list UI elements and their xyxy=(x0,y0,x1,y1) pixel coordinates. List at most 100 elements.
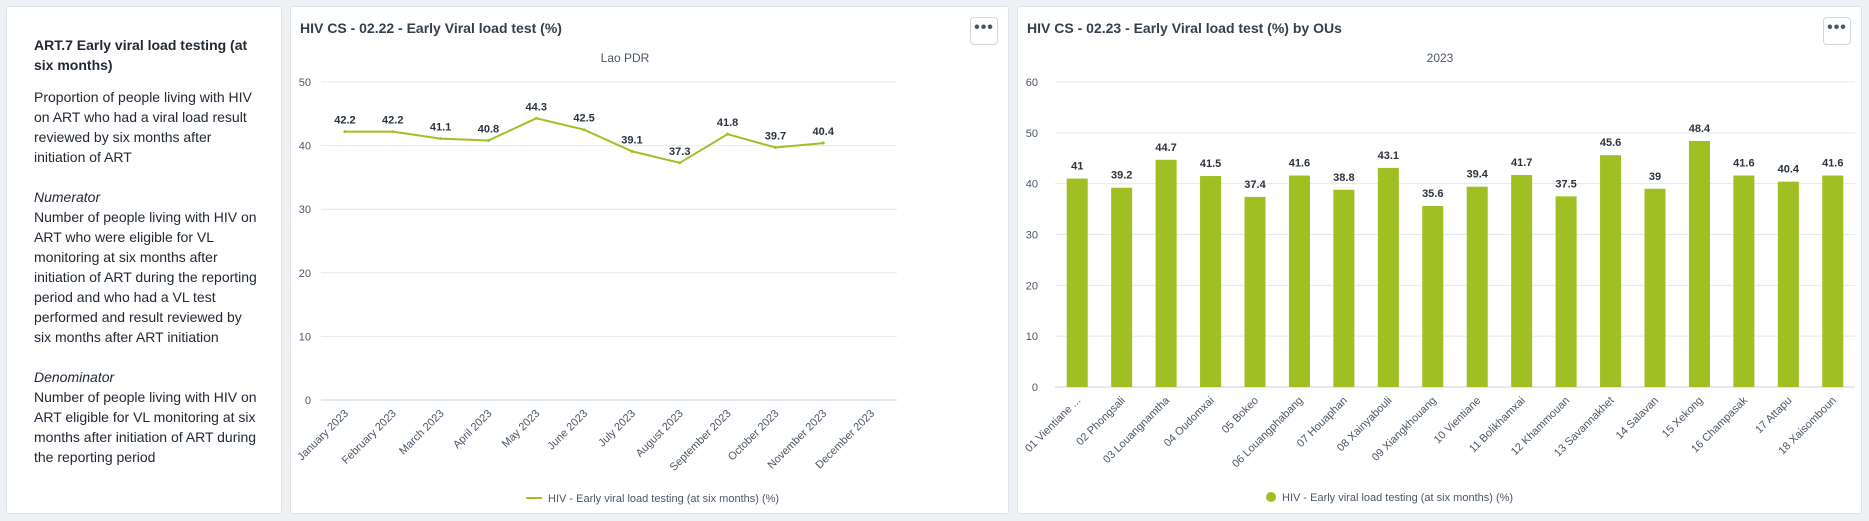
y-tick-label: 10 xyxy=(299,331,311,343)
x-tick-label: 05 Bokeo xyxy=(1220,395,1261,436)
chart-title: 2023 xyxy=(1427,51,1454,65)
x-tick-label: 14 Salavan xyxy=(1614,395,1661,442)
bar-chart: 2023 0 10 20 30 40 50 60 41 39.2 44.7 41.5 37.4 41.6 3… xyxy=(1023,51,1855,504)
y-tick-label: 0 xyxy=(305,395,311,407)
data-label: 48.4 xyxy=(1689,123,1711,135)
data-point xyxy=(486,139,490,143)
more-horizontal-icon: ••• xyxy=(974,19,994,36)
legend-label: HIV - Early viral load testing (at six m… xyxy=(548,493,779,505)
x-tick-label: June 2023 xyxy=(545,408,590,453)
bar xyxy=(1155,159,1177,387)
data-point xyxy=(534,116,538,120)
y-tick-label: 60 xyxy=(1026,77,1038,89)
data-label: 41.1 xyxy=(430,122,451,134)
legend-label: HIV - Early viral load testing (at six m… xyxy=(1282,492,1513,504)
data-label: 39.7 xyxy=(765,131,786,143)
data-label: 43.1 xyxy=(1378,150,1399,162)
data-label: 41.6 xyxy=(1822,158,1843,170)
series-line xyxy=(344,117,824,164)
bar xyxy=(1644,188,1666,387)
denominator-text: Number of people living with HIV on ART … xyxy=(34,389,257,465)
indicator-description: Proportion of people living with HIV on … xyxy=(34,89,252,165)
numerator-text: Number of people living with HIV on ART … xyxy=(34,209,257,345)
indicator-info-panel: ART.7 Early viral load testing (at six m… xyxy=(6,6,282,514)
data-label: 37.5 xyxy=(1555,178,1576,190)
bar xyxy=(1511,175,1533,387)
data-point xyxy=(773,146,777,150)
data-label: 40.4 xyxy=(1778,164,1800,176)
denominator-label: Denominator xyxy=(34,369,115,385)
x-tick-label: 15 Xekong xyxy=(1660,395,1706,441)
x-tick-label: May 2023 xyxy=(500,408,543,451)
data-label: 39.1 xyxy=(621,134,642,146)
bar xyxy=(1822,175,1844,387)
y-tick-label: 20 xyxy=(1026,280,1038,292)
data-label: 39.2 xyxy=(1111,170,1132,182)
x-tick-label: 17 Attapu xyxy=(1753,395,1794,436)
data-label: 38.8 xyxy=(1333,172,1354,184)
data-point xyxy=(821,141,825,145)
data-label: 44.3 xyxy=(526,101,547,113)
legend-swatch xyxy=(1266,492,1276,502)
x-tick-label: April 2023 xyxy=(451,408,495,452)
bar xyxy=(1288,175,1310,387)
data-label: 41.7 xyxy=(1511,157,1532,169)
data-point xyxy=(343,130,347,134)
data-label: 41.6 xyxy=(1289,158,1310,170)
y-tick-label: 40 xyxy=(1026,179,1038,191)
data-label: 35.6 xyxy=(1422,188,1443,200)
line-chart-panel-title: HIV CS - 02.22 - Early Viral load test (… xyxy=(300,20,562,36)
data-label: 40.4 xyxy=(813,126,835,138)
data-point xyxy=(391,130,395,134)
data-label: 44.7 xyxy=(1155,142,1176,154)
data-label: 40.8 xyxy=(478,124,499,136)
bar xyxy=(1466,186,1488,387)
data-label: 39.4 xyxy=(1467,169,1489,181)
chart-title: Lao PDR xyxy=(601,51,650,65)
bar xyxy=(1244,196,1266,387)
y-tick-label: 40 xyxy=(299,141,311,153)
bar xyxy=(1111,187,1133,387)
numerator-section: Numerator Number of people living with H… xyxy=(34,187,257,347)
data-label: 41.8 xyxy=(717,117,738,129)
data-point xyxy=(439,137,443,141)
y-tick-label: 30 xyxy=(1026,230,1038,242)
y-tick-label: 20 xyxy=(299,268,311,280)
data-point xyxy=(678,161,682,165)
numerator-label: Numerator xyxy=(34,189,101,205)
bar xyxy=(1733,175,1755,387)
y-tick-label: 0 xyxy=(1032,382,1038,394)
y-tick-label: 50 xyxy=(299,77,311,89)
data-label: 41 xyxy=(1071,161,1083,173)
x-tick-label: August 2023 xyxy=(634,408,686,460)
data-point xyxy=(582,128,586,132)
data-label: 37.3 xyxy=(669,146,690,158)
bar-chart-panel: HIV CS - 02.23 - Early Viral load test (… xyxy=(1017,6,1862,514)
data-label: 42.2 xyxy=(382,115,403,127)
bar-chart-menu-button[interactable]: ••• xyxy=(1823,17,1851,45)
y-tick-label: 10 xyxy=(1026,331,1038,343)
bar xyxy=(1066,178,1088,387)
x-tick-label: July 2023 xyxy=(596,408,638,450)
data-point xyxy=(630,149,634,153)
data-label: 39 xyxy=(1649,171,1661,183)
line-chart-menu-button[interactable]: ••• xyxy=(970,17,998,45)
x-tick-label: 01 Vientiane ... xyxy=(1023,395,1083,455)
bar xyxy=(1422,206,1444,387)
bar xyxy=(1777,181,1799,387)
bar xyxy=(1688,140,1710,387)
bar-chart-panel-title: HIV CS - 02.23 - Early Viral load test (… xyxy=(1027,20,1342,36)
data-label: 37.4 xyxy=(1244,179,1266,191)
data-label: 41.6 xyxy=(1733,158,1754,170)
bar xyxy=(1200,176,1222,387)
bar xyxy=(1333,189,1355,387)
y-tick-label: 30 xyxy=(299,204,311,216)
bar xyxy=(1555,196,1577,387)
indicator-title: ART.7 Early viral load testing (at six m… xyxy=(34,37,248,73)
denominator-section: Denominator Number of people living with… xyxy=(34,367,257,467)
bar xyxy=(1600,155,1622,387)
x-tick-label: March 2023 xyxy=(397,408,447,458)
data-label: 42.2 xyxy=(334,115,355,127)
data-point xyxy=(726,132,730,136)
